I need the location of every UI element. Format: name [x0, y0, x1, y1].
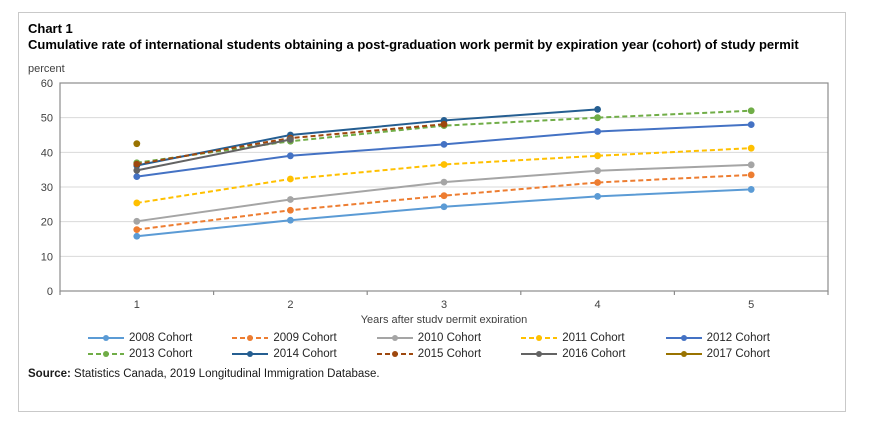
legend-item: 2017 Cohort: [665, 348, 810, 361]
series-marker-2009-cohort: [133, 226, 141, 234]
legend-label: 2012 Cohort: [706, 332, 770, 345]
y-axis-tick-label: 50: [41, 113, 53, 125]
source-text: Statistics Canada, 2019 Longitudinal Imm…: [70, 368, 380, 381]
y-axis-tick-label: 0: [47, 286, 53, 298]
legend-label: 2014 Cohort: [273, 348, 337, 361]
legend-item: 2011 Cohort: [521, 332, 665, 344]
legend-label: 2017 Cohort: [706, 348, 770, 361]
legend-item: 2015 Cohort: [376, 348, 521, 361]
series-marker-2016-cohort: [287, 136, 294, 144]
legend-swatch-icon: [232, 351, 269, 358]
legend-swatch-icon: [665, 335, 702, 342]
series-marker-2008-cohort: [594, 193, 601, 200]
chart-container: Chart 1 Cumulative rate of international…: [18, 12, 846, 412]
series-marker-2017-cohort: [133, 140, 141, 148]
series-marker-2012-cohort: [133, 173, 141, 181]
series-marker-2015-cohort: [440, 120, 448, 128]
series-marker-2011-cohort: [287, 175, 294, 183]
x-axis-tick-label: 3: [441, 299, 447, 311]
legend-item: 2009 Cohort: [232, 332, 376, 344]
series-marker-2014-cohort: [594, 106, 601, 113]
legend-item: 2013 Cohort: [88, 348, 232, 360]
series-line-2016-cohort: [136, 138, 291, 172]
chart-number-label: Chart 1: [28, 21, 73, 36]
x-axis-title: Years after study permit expiration: [361, 314, 528, 323]
series-marker-2010-cohort: [133, 218, 141, 225]
series-marker-2008-cohort: [747, 186, 755, 193]
source-prefix: Source:: [28, 368, 71, 381]
line-chart-svg: 0 10 20 30 40 50 60 1 2 3 4 5 Years after study perm…: [41, 78, 829, 326]
legend-swatch-icon: [376, 335, 413, 342]
series-line-2014-cohort: [136, 108, 598, 167]
series-marker-2015-cohort: [133, 160, 141, 168]
legend-label: 2010 Cohort: [417, 332, 482, 345]
y-axis-tick-label: 30: [41, 182, 53, 194]
legend-item: 2010 Cohort: [376, 332, 521, 345]
series-marker-2009-cohort: [747, 171, 755, 179]
x-axis-tick-label: 2: [287, 299, 293, 311]
series-marker-2011-cohort: [440, 161, 448, 169]
series-marker-2008-cohort: [440, 203, 448, 211]
legend-swatch-icon: [665, 351, 702, 358]
legend-swatch-icon: [521, 335, 558, 342]
series-marker-2009-cohort: [594, 179, 601, 187]
legend-label: 2016 Cohort: [562, 348, 626, 361]
legend-swatch-icon: [88, 351, 124, 358]
chart-title: Cumulative rate of international student…: [28, 37, 799, 53]
legend-label: 2015 Cohort: [417, 348, 482, 361]
series-marker-2011-cohort: [747, 144, 755, 152]
series-marker-2008-cohort: [287, 217, 294, 224]
series-marker-2012-cohort: [440, 141, 448, 148]
legend-swatch-icon: [232, 335, 269, 342]
source-note: Source: Statistics Canada, 2019 Longitud…: [28, 368, 836, 380]
legend-swatch-icon: [88, 335, 124, 342]
series-marker-2008-cohort: [133, 232, 141, 240]
y-axis-tick-label: 20: [41, 217, 53, 229]
series-marker-2010-cohort: [747, 161, 755, 169]
series-marker-2009-cohort: [440, 192, 448, 200]
legend-label: 2008 Cohort: [129, 332, 193, 345]
series-marker-2010-cohort: [440, 178, 448, 186]
x-axis-tick-label: 5: [748, 299, 754, 311]
legend-swatch-icon: [376, 351, 413, 358]
legend-item: 2016 Cohort: [521, 348, 665, 360]
series-marker-2013-cohort: [594, 114, 601, 122]
y-axis-tick-label: 40: [41, 147, 53, 159]
y-axis-unit-label: percent: [28, 63, 65, 76]
series-marker-2012-cohort: [594, 128, 601, 136]
series-marker-2016-cohort: [133, 167, 141, 174]
x-axis-tick-label: 1: [134, 299, 140, 311]
series-marker-2009-cohort: [287, 206, 294, 214]
series-marker-2012-cohort: [747, 121, 755, 129]
legend-swatch-icon: [521, 351, 558, 358]
legend-item: 2014 Cohort: [232, 348, 376, 360]
series-marker-2012-cohort: [287, 152, 294, 160]
y-axis-tick-label: 10: [41, 251, 53, 263]
plot-border: [59, 82, 829, 292]
legend-label: 2011 Cohort: [562, 332, 625, 345]
series-marker-2013-cohort: [747, 107, 755, 115]
series-line-2013-cohort: [136, 109, 752, 164]
legend-item: 2008 Cohort: [88, 332, 232, 344]
legend-label: 2009 Cohort: [273, 332, 337, 345]
y-axis-tick-label: 60: [41, 78, 53, 90]
series-line-2009-cohort: [136, 174, 752, 231]
legend-label: 2013 Cohort: [129, 348, 193, 361]
series-marker-2011-cohort: [133, 199, 141, 207]
series-marker-2011-cohort: [594, 152, 601, 160]
legend-item: 2012 Cohort: [665, 332, 810, 345]
chart-legend: 2008 Cohort 2009 Cohort 2010 Cohort 2011 Co…: [88, 332, 810, 360]
x-axis-tick-label: 4: [595, 299, 601, 311]
series-line-2011-cohort: [136, 147, 752, 205]
series-marker-2010-cohort: [287, 196, 294, 204]
series-marker-2010-cohort: [594, 167, 601, 175]
plot-area-wrapper: 0 10 20 30 40 50 60 1 2 3 4 5 Years after study perm…: [28, 77, 836, 328]
